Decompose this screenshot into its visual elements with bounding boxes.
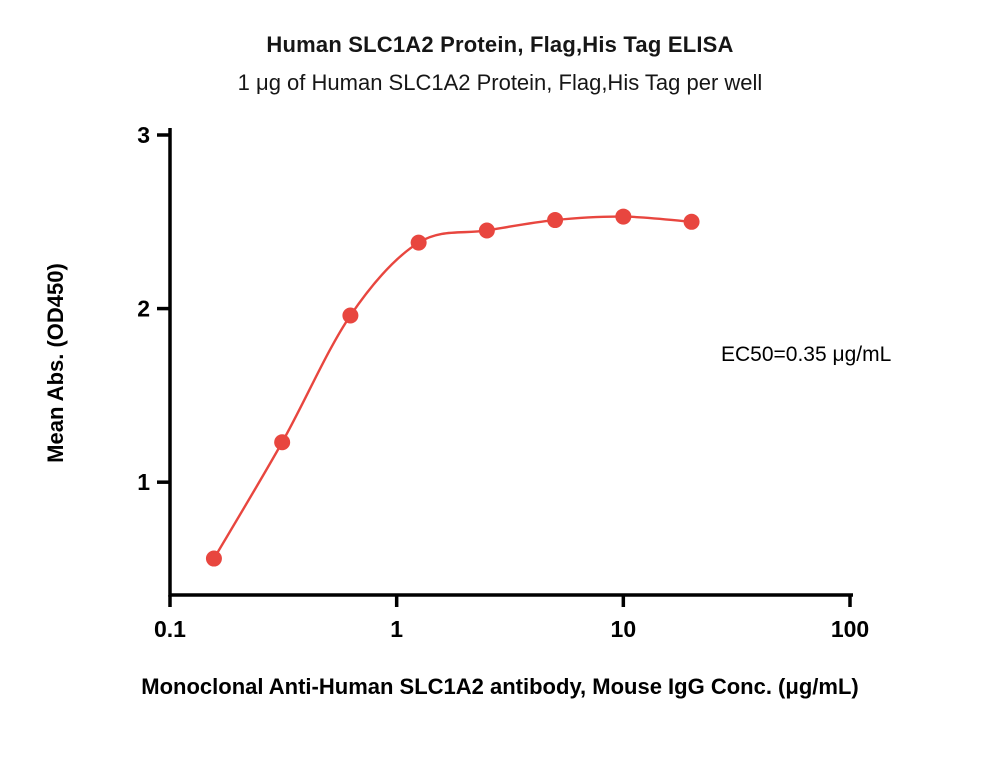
svg-text:10: 10: [611, 616, 637, 642]
chart-title: Human SLC1A2 Protein, Flag,His Tag ELISA: [266, 32, 734, 57]
svg-text:0.1: 0.1: [154, 616, 186, 642]
x-axis-label: Monoclonal Anti-Human SLC1A2 antibody, M…: [141, 674, 859, 699]
svg-text:3: 3: [137, 122, 150, 148]
svg-text:100: 100: [831, 616, 869, 642]
svg-text:1: 1: [390, 616, 403, 642]
ec50-annotation: EC50=0.35 μg/mL: [721, 343, 892, 366]
svg-text:1: 1: [137, 469, 150, 495]
chart-subtitle: 1 μg of Human SLC1A2 Protein, Flag,His T…: [237, 70, 763, 95]
svg-text:2: 2: [137, 296, 150, 322]
